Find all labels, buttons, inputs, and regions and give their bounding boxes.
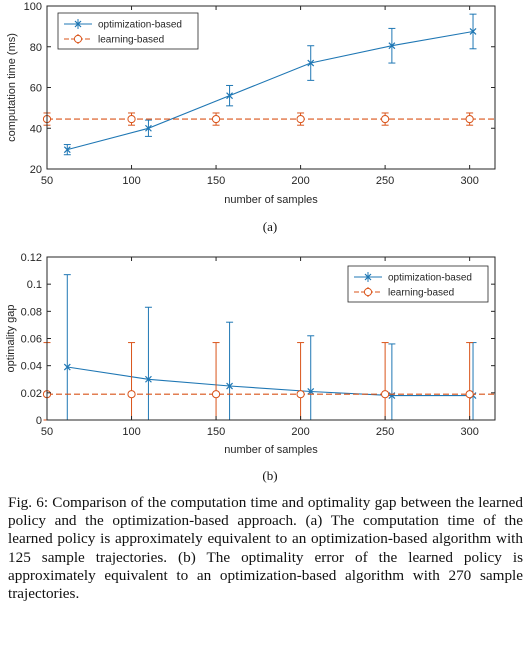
legend-x-marker bbox=[74, 20, 82, 28]
x-marker-stroke bbox=[145, 124, 152, 132]
x-tick-label: 250 bbox=[376, 426, 394, 438]
y-tick-label: 0.06 bbox=[21, 334, 42, 346]
legend-label: optimization-based bbox=[388, 273, 472, 284]
x-tick-label: 200 bbox=[291, 175, 309, 187]
x-axis-title: number of samples bbox=[224, 444, 318, 456]
subfigure-label: (a) bbox=[263, 219, 277, 234]
legend-box bbox=[57, 12, 199, 50]
chart-a-svg: 50 100 150 200 250 300 20 40 60 80 100 number of sa… bbox=[6, 1, 496, 234]
y-tick-label: 0.12 bbox=[21, 252, 42, 264]
x-marker-stroke bbox=[63, 363, 71, 371]
x-marker-stroke bbox=[307, 388, 315, 395]
x-tick-label: 300 bbox=[460, 426, 478, 438]
legend: optimization-based learning-based bbox=[57, 12, 199, 50]
y-tick-label: 40 bbox=[30, 123, 42, 135]
learning-point bbox=[296, 390, 305, 399]
learning-point bbox=[211, 114, 221, 124]
x-marker-stroke bbox=[307, 59, 315, 67]
y-tick-label: 0.04 bbox=[21, 361, 42, 373]
optimization-point bbox=[388, 392, 396, 399]
x-marker-stroke bbox=[226, 92, 234, 100]
y-tick-label: 80 bbox=[30, 42, 42, 54]
x-tick-label: 150 bbox=[207, 426, 225, 438]
x-marker-stroke bbox=[226, 382, 234, 390]
optimization-series-line bbox=[67, 30, 474, 151]
y-tick-label: 0.1 bbox=[27, 279, 42, 291]
learning-point bbox=[211, 390, 221, 399]
x-tick-label: 50 bbox=[41, 426, 53, 438]
x-marker-stroke bbox=[388, 392, 396, 399]
chart-a: 50 100 150 200 250 300 20 40 60 80 100 number of sa… bbox=[0, 0, 527, 240]
subfigure-label: (b) bbox=[262, 468, 277, 483]
optimization-series-line bbox=[67, 366, 473, 397]
legend: optimization-based learning-based bbox=[347, 265, 489, 303]
chart-b-svg: 50 100 150 200 250 300 0 0.02 0.04 0.06 0.08 0.1 0.1… bbox=[5, 252, 496, 483]
y-tick-label: 20 bbox=[30, 164, 42, 176]
legend-label: learning-based bbox=[388, 288, 454, 299]
x-tick-label: 200 bbox=[291, 426, 309, 438]
x-tick-label: 250 bbox=[376, 175, 394, 187]
learning-point bbox=[465, 390, 474, 399]
learning-point bbox=[127, 114, 136, 124]
x-marker-stroke bbox=[388, 42, 396, 50]
learning-point bbox=[381, 114, 390, 124]
x-tick-label: 150 bbox=[207, 175, 225, 187]
x-tick-label: 300 bbox=[460, 175, 478, 187]
optimization-point bbox=[388, 42, 396, 50]
x-marker-stroke bbox=[469, 28, 477, 35]
optimization-point bbox=[307, 388, 315, 395]
x-tick-label: 50 bbox=[41, 175, 53, 187]
legend-box bbox=[347, 265, 489, 303]
optimization-point bbox=[226, 92, 234, 100]
optimization-point bbox=[145, 375, 152, 383]
x-tick-label: 100 bbox=[122, 175, 140, 187]
learning-point bbox=[381, 390, 390, 399]
x-tick-label: 100 bbox=[122, 426, 140, 438]
optimization-point bbox=[63, 146, 71, 154]
y-tick-label: 60 bbox=[30, 83, 42, 95]
optimization-point bbox=[307, 59, 315, 67]
x-axis-title: number of samples bbox=[224, 194, 318, 206]
figure-caption: Fig. 6: Comparison of the computation ti… bbox=[8, 494, 523, 603]
y-tick-label: 0.02 bbox=[21, 388, 42, 400]
y-axis-title: optimality gap bbox=[5, 305, 17, 373]
learning-point bbox=[127, 390, 136, 399]
optimization-point bbox=[226, 382, 234, 390]
legend-circle-marker bbox=[363, 287, 373, 297]
y-tick-label: 0 bbox=[36, 415, 42, 427]
x-marker-stroke bbox=[145, 375, 152, 383]
optimization-point bbox=[469, 28, 477, 35]
legend-label: learning-based bbox=[98, 35, 164, 46]
learning-point bbox=[465, 114, 474, 124]
legend-x-marker bbox=[364, 273, 372, 281]
y-axis-title: computation time (ms) bbox=[6, 33, 18, 142]
y-tick-label: 0.08 bbox=[21, 306, 42, 318]
optimization-point bbox=[145, 124, 152, 132]
y-tick-label: 100 bbox=[24, 1, 42, 13]
chart-b: 50 100 150 200 250 300 0 0.02 0.04 0.06 0.08 0.1 0.1… bbox=[0, 244, 527, 490]
learning-point bbox=[296, 114, 305, 124]
x-marker-stroke bbox=[63, 146, 71, 154]
legend-circle-marker bbox=[73, 34, 83, 44]
legend-label: optimization-based bbox=[98, 20, 182, 31]
optimization-point bbox=[63, 363, 71, 371]
